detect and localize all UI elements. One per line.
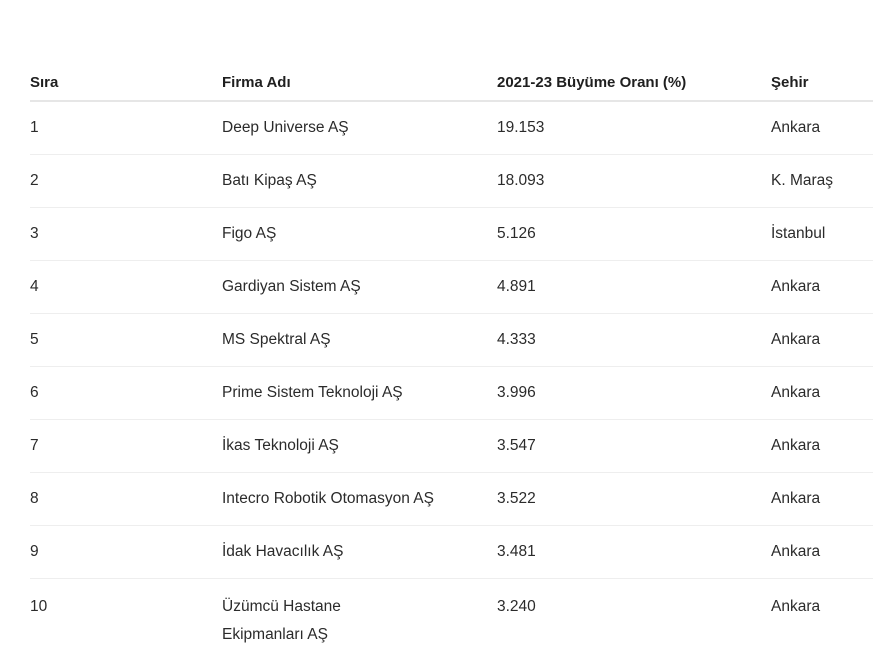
growth-rate-cell: 3.996 (497, 366, 771, 420)
header-rank: Sıra (30, 65, 222, 102)
company-name-cell: Figo AŞ (222, 207, 497, 261)
rank-cell: 8 (30, 472, 222, 526)
company-name-text: Üzümcü Hastane Ekipmanları AŞ (222, 598, 341, 643)
company-name-text: Intecro Robotik Otomasyon AŞ (222, 490, 434, 507)
city-text: K. Maraş (771, 172, 834, 189)
city-cell: Ankara (771, 472, 873, 526)
growth-rate-text: 3.522 (497, 490, 536, 507)
header-company-name: Firma Adı (222, 65, 497, 102)
company-name-cell: Deep Universe AŞ (222, 101, 497, 155)
rank-cell: 4 (30, 260, 222, 314)
company-name-cell: İkas Teknoloji AŞ (222, 419, 497, 473)
table-row: 5 MS Spektral AŞ 4.333 Ankara (30, 313, 873, 367)
rank-cell: 10 (30, 579, 222, 650)
company-name-text: Gardiyan Sistem AŞ (222, 278, 361, 295)
rank-text: 8 (30, 490, 39, 507)
rank-cell: 6 (30, 366, 222, 420)
rank-text: 9 (30, 543, 39, 560)
city-cell: K. Maraş (771, 154, 873, 208)
rank-text: 5 (30, 331, 39, 348)
rank-text: 7 (30, 437, 39, 454)
city-text: Ankara (771, 119, 821, 136)
growth-rate-text: 5.126 (497, 225, 536, 242)
header-city: Şehir (771, 65, 873, 102)
growth-rate-cell: 3.481 (497, 525, 771, 579)
growth-rate-cell: 19.153 (497, 101, 771, 155)
city-text: Ankara (771, 331, 821, 348)
city-cell: Ankara (771, 101, 873, 155)
rank-text: 1 (30, 119, 39, 136)
growth-rate-text: 4.891 (497, 278, 536, 295)
rank-text: 10 (30, 598, 48, 615)
growth-rate-cell: 4.333 (497, 313, 771, 367)
company-name-text: Prime Sistem Teknoloji AŞ (222, 384, 403, 401)
growth-rate-cell: 4.891 (497, 260, 771, 314)
rank-text: 4 (30, 278, 39, 295)
table-row: 3 Figo AŞ 5.126 İstanbul (30, 207, 873, 261)
table-body: 1 Deep Universe AŞ 19.153 Ankara 2 Batı Kipaş… (30, 101, 873, 649)
growth-rate-cell: 18.093 (497, 154, 771, 208)
company-name-text: İkas Teknoloji AŞ (222, 437, 339, 454)
table-row: 8 Intecro Robotik Otomasyon AŞ 3.522 Ankara (30, 472, 873, 526)
company-name-cell: Batı Kipaş AŞ (222, 154, 497, 208)
rank-text: 6 (30, 384, 39, 401)
city-text: Ankara (771, 490, 821, 507)
city-text: Ankara (771, 598, 821, 615)
company-name-text: MS Spektral AŞ (222, 331, 331, 348)
city-text: Ankara (771, 437, 821, 454)
table-row: 2 Batı Kipaş AŞ 18.093 K. Maraş (30, 154, 873, 208)
city-text: İstanbul (771, 225, 826, 242)
table-row: 1 Deep Universe AŞ 19.153 Ankara (30, 101, 873, 155)
city-cell: Ankara (771, 579, 873, 650)
city-cell: Ankara (771, 260, 873, 314)
growth-rate-text: 3.547 (497, 437, 536, 454)
table-row: 4 Gardiyan Sistem AŞ 4.891 Ankara (30, 260, 873, 314)
growth-rate-text: 3.240 (497, 598, 536, 615)
city-cell: Ankara (771, 313, 873, 367)
company-name-cell: Prime Sistem Teknoloji AŞ (222, 366, 497, 420)
growth-rate-text: 3.481 (497, 543, 536, 560)
rank-text: 3 (30, 225, 39, 242)
company-name-cell: Intecro Robotik Otomasyon AŞ (222, 472, 497, 526)
rank-cell: 5 (30, 313, 222, 367)
rank-text: 2 (30, 172, 39, 189)
company-name-cell: Gardiyan Sistem AŞ (222, 260, 497, 314)
city-text: Ankara (771, 278, 821, 295)
city-text: Ankara (771, 543, 821, 560)
growth-rate-cell: 3.547 (497, 419, 771, 473)
growth-rate-cell: 5.126 (497, 207, 771, 261)
table-row: 6 Prime Sistem Teknoloji AŞ 3.996 Ankara (30, 366, 873, 420)
rank-cell: 7 (30, 419, 222, 473)
city-text: Ankara (771, 384, 821, 401)
company-name-text: Deep Universe AŞ (222, 119, 349, 136)
company-name-cell: İdak Havacılık AŞ (222, 525, 497, 579)
city-cell: Ankara (771, 419, 873, 473)
table-row: 9 İdak Havacılık AŞ 3.481 Ankara (30, 525, 873, 579)
rank-cell: 9 (30, 525, 222, 579)
table-row: 10 Üzümcü Hastane Ekipmanları AŞ 3.240 Anka… (30, 579, 873, 650)
city-cell: Ankara (771, 366, 873, 420)
city-cell: İstanbul (771, 207, 873, 261)
rank-cell: 2 (30, 154, 222, 208)
company-name-text: İdak Havacılık AŞ (222, 543, 344, 560)
growth-rate-cell: 3.522 (497, 472, 771, 526)
header-growth-rate: 2021-23 Büyüme Oranı (%) (497, 65, 771, 102)
growth-rate-text: 4.333 (497, 331, 536, 348)
company-name-cell: Üzümcü Hastane Ekipmanları AŞ (222, 579, 497, 650)
city-cell: Ankara (771, 525, 873, 579)
company-name-text: Figo AŞ (222, 225, 277, 242)
growth-rate-text: 19.153 (497, 119, 545, 136)
growth-rate-cell: 3.240 (497, 579, 771, 650)
growth-rate-text: 3.996 (497, 384, 536, 401)
company-name-text: Batı Kipaş AŞ (222, 172, 317, 189)
rank-cell: 3 (30, 207, 222, 261)
rank-cell: 1 (30, 101, 222, 155)
table-row: 7 İkas Teknoloji AŞ 3.547 Ankara (30, 419, 873, 473)
table-header-row: Sıra Firma Adı 2021-23 Büyüme Oranı (%) … (30, 65, 873, 102)
growth-ranking-table: Sıra Firma Adı 2021-23 Büyüme Oranı (%) … (30, 65, 873, 649)
growth-rate-text: 18.093 (497, 172, 545, 189)
company-name-cell: MS Spektral AŞ (222, 313, 497, 367)
